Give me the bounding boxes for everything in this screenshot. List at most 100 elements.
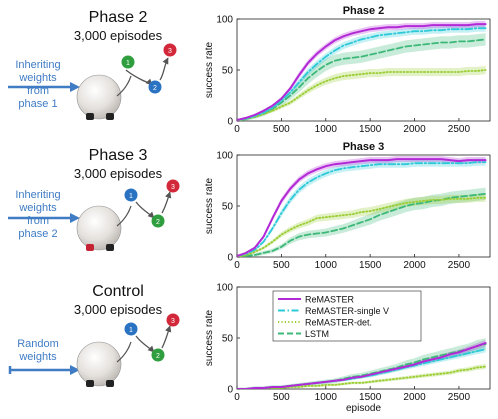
row-control-illustration: Control 3,000 episodes Random weights 1 …	[8, 283, 180, 387]
svg-text:1: 1	[129, 193, 133, 200]
y-axis-label: success rate	[204, 309, 215, 366]
series-band	[237, 156, 486, 257]
y-tick-label: 50	[222, 202, 234, 213]
legend-entry: ReMASTER-single V	[305, 306, 389, 316]
inherit-arrow	[8, 82, 80, 92]
svg-text:3: 3	[168, 48, 172, 55]
row-heading: Phase 3	[89, 147, 148, 164]
y-tick-label: 50	[222, 66, 234, 77]
series-group	[237, 156, 487, 257]
row-phase-3-illustration: Phase 3 3,000 episodes Inheriting weight…	[8, 147, 180, 251]
node-green-1: 1	[121, 55, 135, 69]
robot-icon	[76, 205, 132, 251]
series-line	[237, 161, 487, 257]
node-green-2: 2	[151, 214, 165, 228]
inherit-label-line: Random	[17, 338, 59, 350]
y-tick-label: 0	[227, 385, 233, 396]
x-tick-label: 0	[234, 260, 240, 271]
robot-icon	[76, 74, 132, 120]
chart-title: Phase 3	[343, 141, 385, 153]
row-episodes: 3,000 episodes	[74, 28, 163, 43]
trajectory-path	[135, 325, 172, 353]
inherit-label-line: weights	[18, 202, 57, 214]
svg-text:3: 3	[171, 318, 175, 325]
inherit-arrow	[8, 213, 80, 223]
random-weights-bar	[8, 365, 80, 375]
series-line	[237, 342, 487, 389]
inherit-label-line: phase 2	[18, 228, 57, 240]
node-blue-1: 1	[124, 188, 138, 202]
x-tick-label: 0	[234, 392, 240, 403]
x-tick-label: 500	[273, 260, 290, 271]
svg-text:1: 1	[126, 60, 130, 67]
y-tick-label: 100	[216, 151, 233, 162]
x-tick-label: 2000	[403, 260, 426, 271]
series-line	[237, 38, 487, 121]
inherit-label-line: weights	[18, 72, 57, 84]
legend-entry: ReMASTER	[305, 295, 355, 305]
svg-text:2: 2	[156, 353, 160, 360]
inherit-label-line: phase 1	[18, 98, 57, 110]
trajectory-path	[135, 191, 172, 219]
y-tick-label: 50	[222, 334, 234, 345]
x-tick-label: 1000	[315, 124, 338, 135]
series-group	[237, 21, 487, 121]
row-heading: Control	[92, 283, 144, 300]
y-tick-label: 100	[216, 283, 233, 294]
x-tick-label: 2500	[448, 260, 471, 271]
inherit-label-line: weights	[18, 351, 57, 363]
series-line	[237, 69, 487, 121]
x-tick-label: 1500	[359, 124, 382, 135]
x-tick-label: 1000	[315, 392, 338, 403]
series-line	[237, 196, 487, 257]
row-episodes: 3,000 episodes	[74, 166, 163, 181]
node-blue-2: 2	[148, 80, 162, 94]
row-episodes: 3,000 episodes	[74, 302, 163, 317]
node-blue-1: 1	[124, 322, 138, 336]
node-red-3: 3	[166, 313, 180, 327]
x-tick-label: 0	[234, 124, 240, 135]
series-line	[237, 158, 487, 257]
y-tick-label: 0	[227, 117, 233, 128]
x-tick-label: 1000	[315, 260, 338, 271]
y-axis-label: success rate	[204, 177, 215, 234]
node-red-3: 3	[166, 179, 180, 193]
node-red-3: 3	[163, 43, 177, 57]
x-tick-label: 500	[273, 392, 290, 403]
y-tick-label: 100	[216, 15, 233, 26]
svg-text:2: 2	[156, 219, 160, 226]
series-line	[237, 23, 487, 121]
x-tick-label: 2000	[403, 124, 426, 135]
chart-title: Phase 2	[343, 5, 385, 17]
y-axis-label: success rate	[204, 41, 215, 98]
x-tick-label: 1500	[359, 260, 382, 271]
svg-text:3: 3	[171, 184, 175, 191]
series-band	[237, 158, 486, 257]
x-tick-label: 2000	[403, 392, 426, 403]
node-green-2: 2	[151, 348, 165, 362]
x-tick-label: 2500	[448, 392, 471, 403]
series-line	[237, 27, 487, 121]
legend-entry: LSTM	[305, 329, 329, 339]
svg-text:1: 1	[129, 327, 133, 334]
x-tick-label: 1500	[359, 392, 382, 403]
x-axis-label: episode	[346, 403, 381, 414]
series-band	[237, 193, 486, 257]
y-tick-label: 0	[227, 253, 233, 264]
svg-text:2: 2	[153, 85, 157, 92]
row-heading: Phase 2	[89, 9, 148, 26]
robot-icon	[76, 341, 132, 387]
x-tick-label: 500	[273, 124, 290, 135]
row-phase-2-illustration: Phase 2 3,000 episodes Inheriting weight…	[8, 9, 177, 120]
x-tick-label: 2500	[448, 124, 471, 135]
inherit-label-line: Inheriting	[15, 59, 60, 71]
inherit-label-line: Inheriting	[15, 189, 60, 201]
series-band	[237, 364, 486, 389]
series-group	[237, 338, 487, 389]
legend-entry: ReMASTER-det.	[305, 318, 372, 328]
